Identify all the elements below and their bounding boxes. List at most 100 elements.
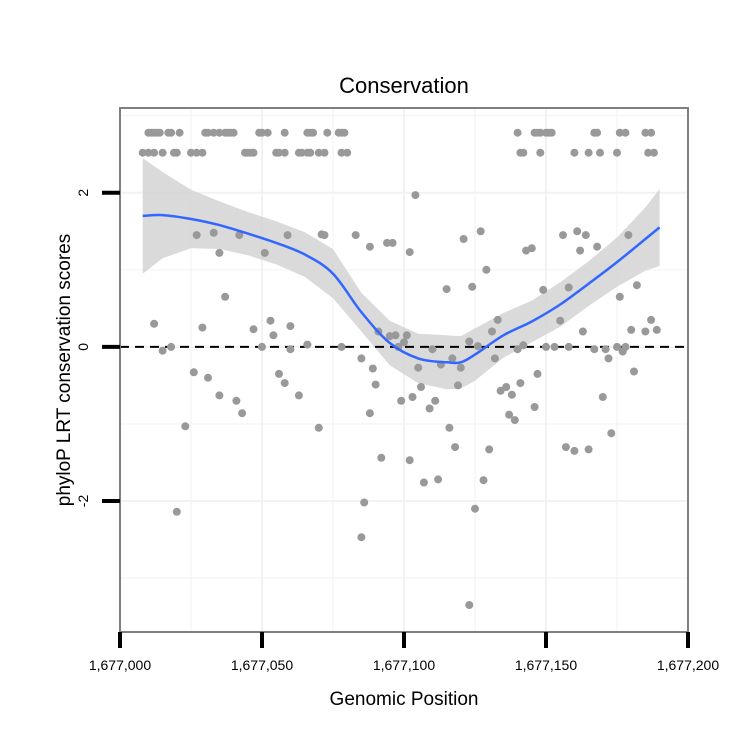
data-point bbox=[269, 331, 278, 340]
data-point bbox=[490, 354, 499, 363]
data-point bbox=[215, 391, 224, 400]
data-point bbox=[419, 478, 428, 487]
data-point bbox=[167, 128, 176, 137]
data-point bbox=[476, 227, 485, 236]
data-point bbox=[613, 148, 621, 157]
data-point bbox=[576, 246, 585, 255]
data-point bbox=[607, 429, 616, 438]
data-point bbox=[417, 383, 425, 391]
data-point bbox=[221, 292, 230, 301]
data-point bbox=[408, 393, 417, 401]
data-point bbox=[510, 416, 519, 425]
data-point bbox=[286, 345, 295, 354]
data-point bbox=[584, 445, 593, 454]
y-axis-label: phyloP LRT conservation scores bbox=[54, 234, 75, 507]
data-point bbox=[627, 325, 636, 334]
data-point bbox=[351, 231, 360, 240]
data-point bbox=[459, 235, 468, 243]
data-point bbox=[314, 148, 323, 157]
data-point bbox=[215, 128, 224, 137]
chart-title: Conservation bbox=[339, 73, 469, 98]
data-point bbox=[630, 367, 638, 376]
data-point bbox=[448, 354, 457, 363]
data-point bbox=[175, 128, 184, 137]
data-point bbox=[649, 148, 658, 157]
data-point bbox=[644, 148, 653, 157]
data-point bbox=[337, 148, 346, 157]
data-point bbox=[249, 325, 258, 334]
data-point bbox=[641, 327, 650, 336]
data-point bbox=[468, 282, 477, 291]
data-point bbox=[578, 327, 587, 336]
data-point bbox=[172, 148, 181, 157]
data-point bbox=[615, 292, 624, 301]
data-point bbox=[391, 331, 400, 340]
data-point bbox=[286, 322, 295, 331]
data-point bbox=[451, 443, 460, 452]
data-point bbox=[297, 148, 306, 157]
data-point bbox=[187, 148, 195, 157]
data-point bbox=[593, 242, 602, 251]
data-point bbox=[204, 373, 212, 382]
data-point bbox=[405, 456, 414, 465]
data-point bbox=[454, 381, 462, 390]
x-tick-label: 1,677,100 bbox=[373, 657, 435, 673]
data-point bbox=[215, 248, 224, 257]
data-point bbox=[343, 148, 352, 157]
data-point bbox=[280, 128, 289, 137]
data-point bbox=[303, 340, 312, 349]
data-point bbox=[479, 476, 488, 485]
data-point bbox=[309, 128, 318, 137]
data-point bbox=[632, 281, 641, 290]
data-point bbox=[502, 383, 511, 391]
data-point bbox=[425, 404, 434, 413]
data-point bbox=[465, 337, 474, 346]
y-tick-label: 0 bbox=[75, 343, 91, 351]
data-point bbox=[573, 227, 582, 236]
data-point bbox=[513, 128, 522, 137]
data-point bbox=[258, 128, 266, 137]
data-point bbox=[507, 390, 516, 399]
data-point bbox=[530, 403, 539, 411]
data-point bbox=[561, 443, 570, 452]
data-point bbox=[138, 148, 147, 157]
data-point bbox=[493, 315, 502, 324]
data-point bbox=[204, 128, 212, 137]
data-point bbox=[357, 354, 366, 363]
data-point bbox=[542, 342, 550, 351]
data-point bbox=[536, 148, 545, 157]
data-point bbox=[280, 148, 289, 157]
data-point bbox=[320, 148, 329, 157]
data-point bbox=[365, 242, 374, 251]
data-point bbox=[641, 128, 650, 137]
data-point bbox=[209, 128, 218, 137]
y-axis: -2 0 2 bbox=[75, 189, 120, 507]
data-point bbox=[260, 248, 269, 257]
data-point bbox=[496, 386, 505, 395]
data-point bbox=[652, 325, 661, 334]
data-point bbox=[516, 379, 525, 388]
data-point bbox=[383, 238, 391, 247]
confidence-band-layer bbox=[142, 158, 660, 390]
data-point bbox=[314, 423, 323, 432]
data-point bbox=[505, 410, 514, 419]
data-point bbox=[365, 409, 374, 418]
data-point bbox=[209, 228, 218, 237]
data-point bbox=[280, 379, 289, 388]
smooth-line-layer bbox=[142, 213, 661, 365]
x-axis-label: Genomic Position bbox=[330, 689, 479, 710]
data-point bbox=[485, 445, 494, 454]
data-point bbox=[198, 148, 207, 157]
data-point bbox=[601, 345, 610, 354]
data-point bbox=[519, 148, 528, 157]
data-point bbox=[471, 504, 479, 513]
data-point bbox=[323, 128, 332, 137]
data-point bbox=[621, 128, 630, 137]
data-point bbox=[263, 128, 272, 137]
data-point bbox=[519, 341, 528, 350]
data-point bbox=[584, 148, 593, 157]
data-point bbox=[414, 363, 423, 372]
data-point bbox=[283, 231, 292, 240]
data-point bbox=[275, 148, 283, 157]
